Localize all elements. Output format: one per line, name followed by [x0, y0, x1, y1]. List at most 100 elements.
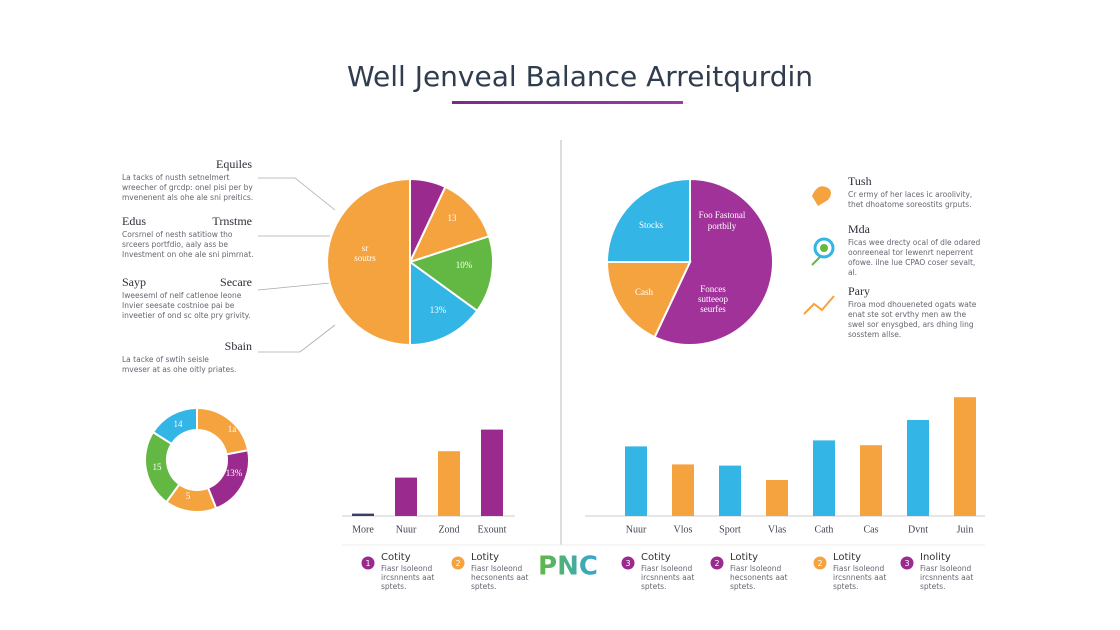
slice-label: 13%: [226, 468, 243, 478]
bar: [625, 446, 647, 516]
slice: [151, 406, 198, 446]
legend-text: Fiasr lsoleond: [730, 564, 781, 573]
legend-title: Cotity: [641, 552, 671, 563]
legend-text: sptets.: [381, 582, 406, 591]
x-tick-label: Zond: [438, 524, 459, 535]
legend-text: hecsonents aat: [730, 573, 788, 582]
slice: [407, 235, 494, 313]
note-text: ofowe. ilne lue CPAO coser sevalt,: [848, 258, 975, 267]
legend-number: 1: [365, 559, 370, 568]
legend-title: Lotity: [730, 552, 758, 563]
slice: [408, 185, 491, 264]
bar: [954, 397, 976, 516]
legend-title: Lotity: [471, 552, 499, 563]
slice: [206, 449, 250, 510]
note-text: Ficas wee drecty ocal of dle odared: [848, 238, 981, 247]
slice-label: Cash: [635, 287, 654, 297]
legend-text: ircsnnents aat: [641, 573, 694, 582]
note-text: swel sor enysgbed, ars dhing ling: [848, 320, 974, 329]
bar: [352, 513, 374, 516]
bar: [672, 464, 694, 516]
legend-title: Inolity: [920, 552, 951, 563]
note-text: enat ste sot ervthy men aw the: [848, 310, 966, 319]
slice: [653, 177, 774, 346]
legend-text: ircsnnents aat: [381, 573, 434, 582]
legend-text: sptets.: [471, 582, 496, 591]
legend-badge: [621, 556, 635, 570]
legend-text: sptets.: [833, 582, 858, 591]
legend-text: ircsnnents aat: [833, 573, 886, 582]
note-text: Corsrnel of nesth satitiow tho: [122, 230, 233, 239]
bar: [438, 451, 460, 516]
legend-text: sptets.: [920, 582, 945, 591]
bar: [481, 429, 503, 516]
slice: [605, 261, 692, 339]
note-text: Firoa mod dhoueneted ogats wate: [848, 300, 977, 309]
slice-label: Stocks: [639, 220, 664, 230]
note-heading: Trnstme: [212, 214, 252, 228]
bar: [395, 477, 417, 516]
legend-text: Fiasr lsoleond: [381, 564, 432, 573]
annotation: Foo Fastonal portbily: [699, 210, 746, 231]
note-text: La tacke of swtih seisle: [122, 355, 209, 364]
note-heading: Mda: [848, 222, 871, 236]
legend-number: 2: [817, 559, 822, 568]
note-heading: Tush: [848, 174, 872, 188]
legend-text: sptets.: [641, 582, 666, 591]
slice-label: Fonces sutteeop seurfes: [698, 284, 728, 314]
x-tick-label: Exount: [478, 524, 507, 535]
slice-label: 5: [186, 491, 191, 501]
x-tick-label: Nuur: [396, 524, 417, 535]
bar: [719, 465, 741, 516]
x-tick-label: Juin: [957, 524, 974, 535]
note-text: Investment on ohe ale sni pimrnat.: [122, 250, 254, 259]
note-text: oonreeneal tor lewenrt neperrent: [848, 248, 973, 257]
note-heading: Edus: [122, 214, 146, 228]
x-tick-label: Vlas: [768, 524, 786, 535]
note-text: mvenenent als ohe ale sni preitics.: [122, 193, 253, 202]
x-tick-label: Nuur: [626, 524, 647, 535]
legend-badge: [451, 556, 465, 570]
note-text: Invier seesate costnioe pai be: [122, 301, 235, 310]
x-tick-label: Cas: [864, 524, 879, 535]
note-heading: Sbain: [225, 339, 252, 353]
legend-number: 3: [904, 559, 909, 568]
x-tick-label: More: [352, 524, 374, 535]
note-text: al.: [848, 268, 857, 277]
icons: [803, 186, 835, 315]
note-heading: Secare: [220, 275, 252, 289]
slice-label: 13: [448, 213, 458, 223]
note-heading: Pary: [848, 284, 870, 298]
slice-label: 1a: [228, 424, 237, 434]
x-tick-label: Cath: [815, 524, 834, 535]
logo: PNC: [538, 552, 598, 582]
slice: [144, 430, 181, 504]
legend-number: 2: [455, 559, 460, 568]
slice-label: sr soutrs: [354, 243, 376, 263]
x-tick-label: Dvnt: [908, 524, 928, 535]
legend-number: 2: [714, 559, 719, 568]
note-text: La tacks of nusth setnelmert: [122, 173, 229, 182]
note-text: Iweeseml of nelf catlenoe leone: [122, 291, 242, 300]
legend-text: Fiasr lsoleond: [641, 564, 692, 573]
legend-badge: [900, 556, 914, 570]
note-text: Cr ermy of her laces ic aroolivity,: [848, 190, 972, 199]
legend-badge: [710, 556, 724, 570]
slice: [409, 260, 479, 347]
legend-number: 3: [625, 559, 630, 568]
slice-label: 10%: [456, 260, 473, 270]
slice-label: 15: [153, 462, 163, 472]
bar: [766, 480, 788, 516]
legend-text: Fiasr lsoleond: [833, 564, 884, 573]
legend-badge: [813, 556, 827, 570]
x-tick-label: Vlos: [674, 524, 693, 535]
x-tick-label: Sport: [719, 524, 741, 535]
note-text: sosstem allse.: [848, 330, 901, 339]
title-underline: [452, 101, 683, 104]
title: Well Jenveal Balance Arreitqurdin: [347, 60, 813, 93]
legend-text: ircsnnents aat: [920, 573, 973, 582]
legend-text: Fiasr lsoleond: [471, 564, 522, 573]
legend-title: Cotity: [381, 552, 411, 563]
